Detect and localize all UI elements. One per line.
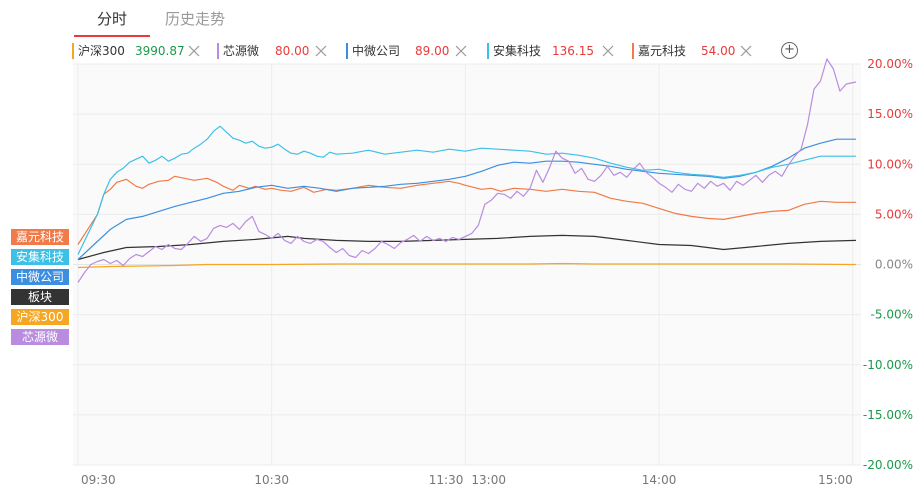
close-icon[interactable] bbox=[315, 45, 327, 57]
legend-color-bar bbox=[346, 43, 348, 59]
legend-item-zhongwei[interactable]: 中微公司 89.00 bbox=[346, 40, 474, 62]
tab-history[interactable]: 历史走势 bbox=[164, 10, 225, 28]
badge-sector[interactable]: 板块 bbox=[11, 289, 69, 305]
series-line bbox=[77, 175, 856, 245]
series-line bbox=[77, 262, 856, 269]
legend-name: 安集科技 bbox=[493, 44, 542, 58]
legend-name: 嘉元科技 bbox=[638, 44, 687, 58]
series-line bbox=[77, 58, 857, 283]
y-tick-label: -15.00% bbox=[863, 408, 913, 422]
y-tick-label: -5.00% bbox=[871, 308, 913, 322]
close-icon[interactable] bbox=[740, 45, 752, 57]
badge-zhongwei[interactable]: 中微公司 bbox=[11, 269, 69, 285]
legend-name: 芯源微 bbox=[223, 44, 260, 58]
y-tick-label: -10.00% bbox=[863, 358, 913, 372]
legend-item-anji[interactable]: 安集科技 136.15 bbox=[487, 40, 620, 62]
y-tick-label: 10.00% bbox=[867, 157, 913, 171]
legend-item-hs300[interactable]: 沪深300 3990.87 bbox=[72, 40, 205, 62]
x-tick-label: 10:30 bbox=[254, 473, 289, 487]
close-icon[interactable] bbox=[188, 45, 200, 57]
legend-item-jiayuan[interactable]: 嘉元科技 54.00 bbox=[632, 40, 762, 62]
y-tick-label: 0.00% bbox=[875, 258, 913, 272]
legend-value: 54.00 bbox=[701, 44, 736, 58]
y-tick-label: 5.00% bbox=[875, 207, 913, 221]
legend-value: 89.00 bbox=[415, 44, 450, 58]
legend-color-bar bbox=[217, 43, 219, 59]
tab-timeshare[interactable]: 分时 bbox=[96, 10, 127, 28]
badge-hs300[interactable]: 沪深300 bbox=[11, 309, 69, 325]
stock-legend: 沪深300 3990.87 芯源微 80.00 中微公司 89.00 安集科技 … bbox=[0, 38, 919, 64]
legend-name: 沪深300 bbox=[78, 44, 125, 58]
x-tick-label: 14:00 bbox=[642, 473, 677, 487]
active-tab-indicator bbox=[74, 35, 150, 37]
legend-item-xinyuanwei[interactable]: 芯源微 80.00 bbox=[217, 40, 334, 62]
legend-color-bar bbox=[72, 43, 74, 59]
add-stock-button[interactable]: + bbox=[781, 42, 798, 59]
legend-color-bar bbox=[487, 43, 489, 59]
y-tick-label: 15.00% bbox=[867, 107, 913, 121]
legend-name: 中微公司 bbox=[352, 44, 401, 58]
badge-anji[interactable]: 安集科技 bbox=[11, 249, 69, 265]
x-tick-label: 15:00 bbox=[818, 473, 853, 487]
series-line bbox=[77, 234, 857, 261]
close-icon[interactable] bbox=[602, 45, 614, 57]
x-tick-label: 11:30 bbox=[429, 473, 464, 487]
x-tick-label: 09:30 bbox=[81, 473, 116, 487]
legend-color-bar bbox=[632, 43, 634, 59]
legend-value: 136.15 bbox=[552, 44, 594, 58]
series-line bbox=[77, 138, 856, 260]
badge-jiayuan[interactable]: 嘉元科技 bbox=[11, 229, 69, 245]
tab-bar: 分时 历史走势 bbox=[0, 0, 919, 38]
badge-xinyuanwei[interactable]: 芯源微 bbox=[11, 329, 69, 345]
y-tick-label: -20.00% bbox=[863, 458, 913, 472]
close-icon[interactable] bbox=[455, 45, 467, 57]
legend-value: 3990.87 bbox=[135, 44, 185, 58]
series-line bbox=[77, 125, 856, 255]
y-tick-label: 20.00% bbox=[867, 57, 913, 71]
legend-value: 80.00 bbox=[275, 44, 310, 58]
x-tick-label: 13:00 bbox=[471, 473, 506, 487]
